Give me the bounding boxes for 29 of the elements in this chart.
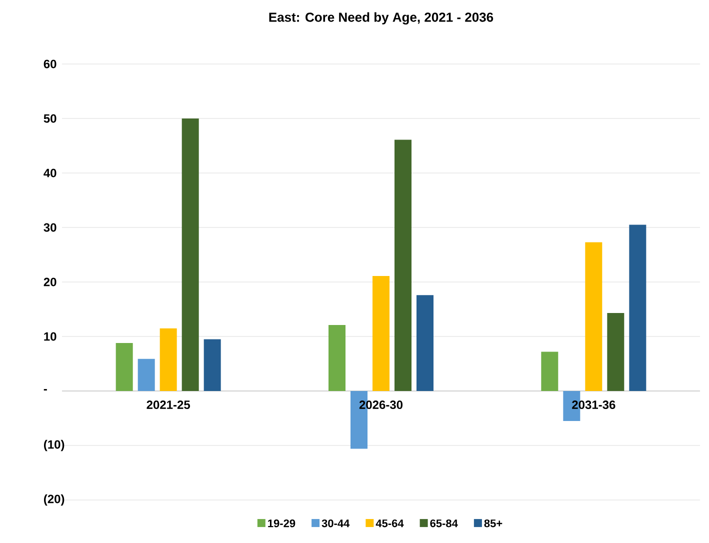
y-tick-label: 20 <box>44 278 56 286</box>
bar <box>328 325 346 391</box>
bar <box>182 118 199 391</box>
legend-label: 45-64 <box>376 519 404 528</box>
y-tick-label: 30 <box>44 223 56 232</box>
chart-title: East: Core Need by Age, 2021 - 2036 <box>269 12 494 24</box>
bar <box>541 352 558 391</box>
legend-label: 65-84 <box>430 519 458 528</box>
y-tick-label: (20) <box>44 494 64 506</box>
bar <box>416 295 434 391</box>
bar <box>585 242 602 391</box>
y-tick-label: 40 <box>44 168 56 178</box>
y-tick-label: 50 <box>44 114 56 123</box>
y-tick-label: (10) <box>44 440 64 452</box>
bar <box>138 358 155 391</box>
bar <box>372 276 390 391</box>
y-tick-label: - <box>44 389 47 390</box>
x-tick-label: 2021-25 <box>146 400 190 410</box>
legend-label: 30-44 <box>322 519 350 528</box>
bar <box>116 343 133 391</box>
bar <box>394 140 412 391</box>
bar <box>204 339 221 391</box>
y-tick-label: 60 <box>44 60 56 68</box>
bar <box>607 313 624 391</box>
y-tick-label: 10 <box>44 332 56 341</box>
bar <box>160 328 177 391</box>
legend-label: 85+ <box>484 519 502 528</box>
bar <box>629 224 646 391</box>
legend-label: 19-29 <box>268 519 296 528</box>
